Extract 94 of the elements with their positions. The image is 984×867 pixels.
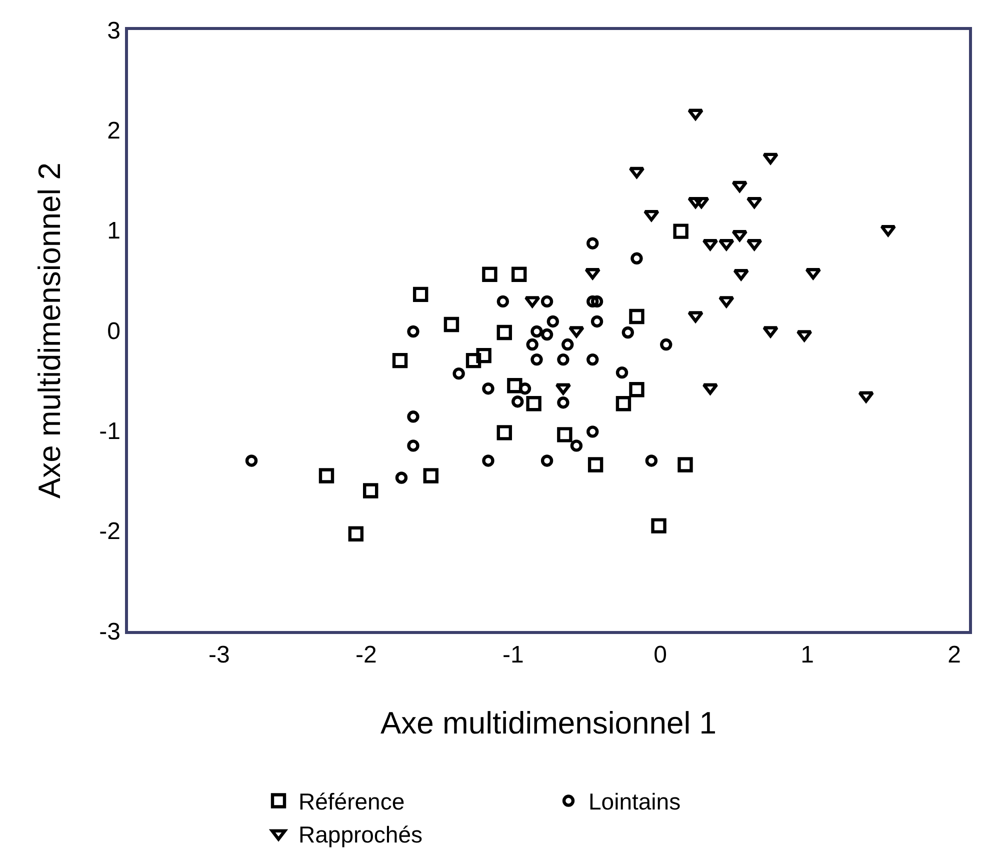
point (407, 440, 420, 452)
point (557, 353, 570, 366)
point (557, 427, 572, 442)
point (880, 224, 896, 236)
point (651, 518, 666, 534)
point (732, 230, 748, 242)
point (732, 180, 748, 192)
x-tick-label: 2 (948, 642, 961, 669)
point (616, 396, 632, 412)
x-tick-label: 1 (800, 642, 814, 669)
legend-label: Rapprochés (298, 822, 423, 848)
point (540, 454, 554, 467)
point (630, 252, 643, 264)
point (452, 367, 465, 380)
y-tick-label: 2 (107, 118, 120, 145)
point (511, 266, 527, 282)
x-tick-label: -1 (502, 642, 524, 669)
point (629, 382, 644, 398)
point (407, 325, 420, 338)
point (796, 330, 812, 342)
point (586, 426, 599, 438)
point (660, 338, 672, 351)
x-tick-label: -3 (208, 642, 230, 669)
point (526, 338, 538, 351)
point (512, 396, 524, 408)
point (496, 295, 510, 308)
point (586, 353, 599, 366)
point (688, 311, 704, 323)
point (629, 308, 644, 324)
point (622, 326, 634, 339)
point (526, 396, 542, 412)
point (466, 352, 482, 368)
point (540, 295, 554, 308)
x-axis-title: Axe multidimensionnel 1 (380, 706, 717, 741)
point (746, 196, 762, 208)
point (482, 454, 494, 467)
y-axis-title: Axe multidimensionnel 2 (32, 162, 67, 499)
legend-label: Référence (298, 788, 405, 815)
y-tick-label: 1 (107, 218, 120, 245)
point (762, 326, 778, 338)
point (702, 383, 718, 395)
point (530, 325, 543, 338)
point (496, 425, 512, 440)
point (518, 382, 532, 395)
point (590, 295, 604, 308)
y-tick-label: -3 (99, 618, 120, 646)
point (318, 468, 334, 484)
point (678, 457, 693, 472)
point (570, 440, 583, 452)
point (482, 382, 494, 395)
point (412, 286, 428, 302)
point (643, 210, 660, 222)
point (688, 108, 704, 120)
point (645, 454, 658, 467)
point (693, 196, 710, 208)
point (557, 396, 570, 409)
point (733, 269, 750, 281)
point (858, 391, 874, 403)
point (482, 266, 498, 282)
point (628, 166, 645, 178)
point (616, 366, 628, 379)
point (395, 472, 408, 484)
point (476, 348, 492, 364)
point (590, 315, 604, 328)
point (444, 316, 460, 332)
point (673, 224, 688, 239)
point (348, 526, 364, 542)
point (588, 457, 604, 472)
y-tick-label: -2 (99, 518, 120, 546)
x-tick-label: -2 (356, 642, 377, 669)
point (540, 328, 554, 341)
point (562, 338, 574, 351)
point (530, 353, 543, 366)
y-tick-label: 3 (107, 17, 120, 44)
point (586, 295, 599, 308)
point (507, 378, 522, 394)
point (568, 326, 584, 338)
point (245, 454, 258, 467)
point (546, 315, 560, 328)
legend-label: Lointains (588, 788, 681, 815)
point (524, 296, 540, 308)
x-tick-label: 0 (654, 642, 667, 669)
point (718, 296, 734, 308)
point (496, 324, 512, 340)
point (392, 352, 408, 368)
point (762, 152, 778, 164)
y-tick-label: -1 (99, 418, 120, 446)
y-tick-label: 0 (107, 318, 120, 345)
point (555, 383, 572, 395)
point (586, 237, 599, 250)
point (688, 196, 704, 208)
point (363, 483, 378, 498)
point (423, 468, 438, 484)
point (407, 410, 420, 423)
